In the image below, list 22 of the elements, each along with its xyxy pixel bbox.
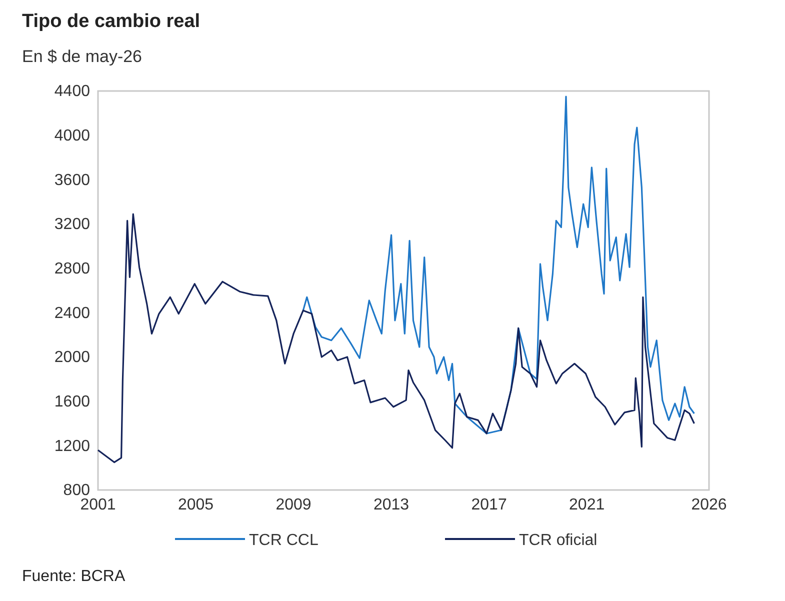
y-tick-label: 2400 bbox=[54, 304, 90, 322]
x-tick-label: 2013 bbox=[373, 496, 410, 514]
y-tick-label: 4000 bbox=[54, 127, 90, 144]
y-tick-label: 2800 bbox=[54, 260, 90, 278]
x-tick-label: 2021 bbox=[569, 496, 605, 514]
x-tick-label: 2005 bbox=[178, 496, 214, 514]
chart-title: Tipo de cambio real bbox=[22, 11, 200, 32]
line-series bbox=[97, 213, 696, 464]
source-note: Fuente: BCRA bbox=[22, 568, 126, 585]
y-tick-label: 1200 bbox=[54, 438, 90, 455]
x-tick-label: 2009 bbox=[276, 496, 312, 514]
y-tick-label: 4400 bbox=[54, 83, 90, 100]
x-tick-label: 2017 bbox=[471, 496, 507, 514]
line-series bbox=[302, 96, 696, 434]
chart-subtitle: En $ de may-26 bbox=[22, 47, 142, 66]
x-tick-label: 2026 bbox=[691, 496, 727, 514]
legend-label: TCR CCL bbox=[249, 532, 318, 549]
y-tick-label: 3200 bbox=[54, 216, 90, 234]
legend-label: TCR oficial bbox=[519, 532, 598, 549]
y-tick-label: 2000 bbox=[54, 349, 90, 366]
y-tick-label: 3600 bbox=[54, 172, 90, 189]
y-tick-label: 1600 bbox=[54, 393, 90, 410]
